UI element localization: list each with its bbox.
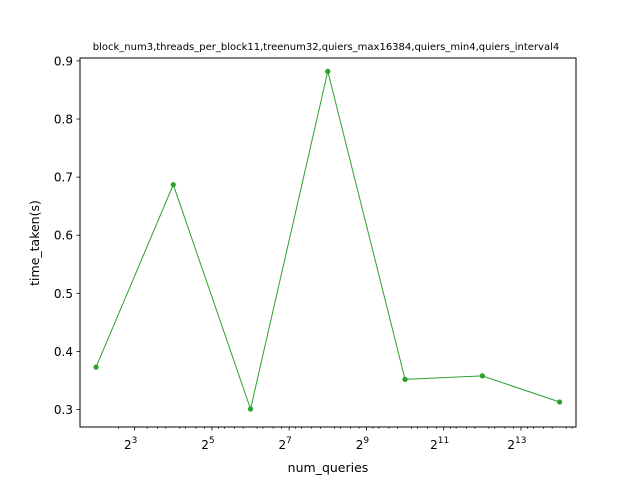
data-point xyxy=(556,399,563,405)
data-point xyxy=(479,373,485,379)
y-tick-label: 0.7 xyxy=(54,171,73,185)
data-point xyxy=(325,68,331,74)
chart-title: block_num3,threads_per_block11,treenum32… xyxy=(93,42,559,53)
x-axis-label: num_queries xyxy=(288,460,369,475)
x-tick-label: 25 xyxy=(201,436,214,452)
y-axis-label: time_taken(s) xyxy=(27,200,42,286)
y-tick-label: 0.6 xyxy=(54,229,73,243)
data-point xyxy=(402,376,408,382)
y-tick-label: 0.4 xyxy=(54,345,73,359)
data-point xyxy=(170,182,176,188)
x-tick-label: 211 xyxy=(430,436,449,452)
plot-area xyxy=(93,68,563,412)
x-tick-label: 213 xyxy=(507,436,526,452)
y-tick-label: 0.9 xyxy=(54,54,73,68)
x-tick-label: 23 xyxy=(124,436,137,452)
y-axis-ticks: 0.3 0.4 0.5 0.6 0.7 0.8 0.9 xyxy=(54,54,80,417)
y-tick-label: 0.3 xyxy=(54,403,73,417)
y-tick-label: 0.8 xyxy=(54,113,73,127)
x-tick-label: 27 xyxy=(278,436,291,452)
x-tick-label: 29 xyxy=(356,436,370,452)
data-point xyxy=(93,364,99,370)
axes-frame xyxy=(79,57,577,428)
data-point xyxy=(247,406,254,412)
y-tick-label: 0.5 xyxy=(54,287,73,301)
x-axis-ticks: 23 25 27 29 211 213 xyxy=(118,427,573,452)
